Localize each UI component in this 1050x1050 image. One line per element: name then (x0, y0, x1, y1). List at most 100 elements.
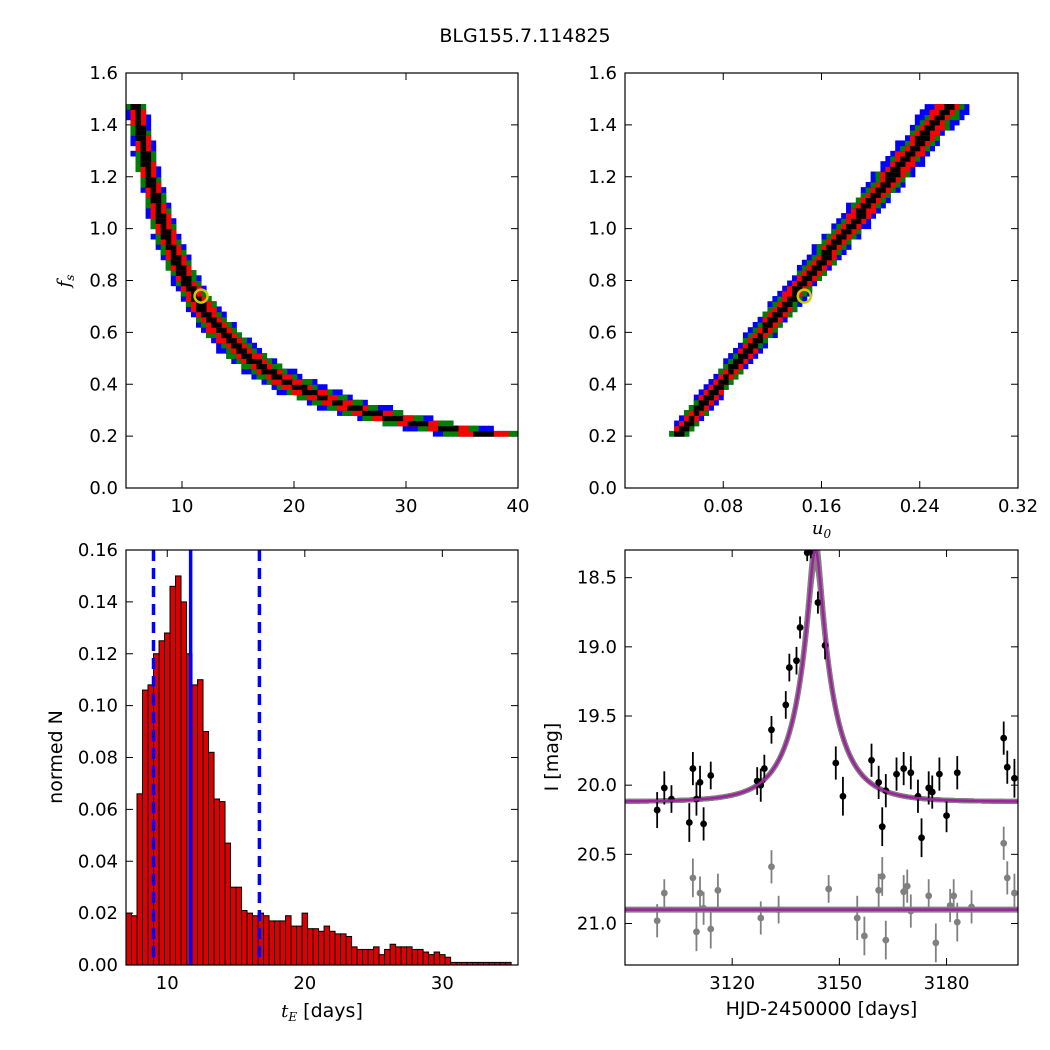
density-cell (939, 119, 945, 126)
density-cell (266, 358, 273, 364)
density-cell (196, 296, 202, 302)
density-cell (723, 363, 729, 370)
density-cell (211, 316, 217, 323)
x-axis-label-sub: E (287, 1010, 297, 1024)
density-cell (216, 347, 222, 354)
density-cell (261, 368, 268, 375)
density-cell (821, 264, 827, 271)
density-cell (826, 254, 832, 261)
density-cell (296, 389, 303, 396)
density-cell (196, 275, 202, 281)
density-cell (145, 202, 152, 209)
density-cell (206, 316, 212, 323)
density-cell (140, 187, 147, 193)
density-cell (322, 384, 328, 390)
density-cell (519, 431, 525, 437)
density-cell (900, 145, 906, 152)
density-cell (145, 166, 152, 173)
y-tick-label: 20.0 (577, 775, 617, 796)
density-cell (841, 213, 847, 219)
y-tick-label: 1.6 (89, 63, 118, 84)
density-cell (733, 358, 739, 364)
density-cell (145, 181, 152, 188)
density-cell (850, 213, 857, 219)
density-cell (772, 327, 778, 333)
density-cell (216, 306, 222, 313)
primary-data-point (936, 770, 943, 778)
primary-data-point (689, 765, 697, 772)
density-cell (836, 228, 842, 235)
histogram-bar (246, 912, 254, 965)
density-cell (850, 207, 857, 214)
histogram-bar (433, 951, 441, 965)
histogram-bar (301, 912, 309, 965)
density-cell (905, 171, 911, 178)
density-cell (493, 430, 499, 437)
density-cell (752, 327, 759, 333)
density-cell (821, 249, 827, 256)
density-cell (880, 187, 886, 193)
density-cell (787, 285, 793, 292)
density-cell (402, 425, 409, 432)
density-cell (286, 379, 293, 385)
plot-frame (624, 549, 1019, 966)
density-cell (870, 197, 877, 204)
density-cell (909, 156, 916, 162)
histogram-bar (318, 930, 325, 965)
density-cell (407, 425, 414, 432)
density-cell (377, 410, 383, 416)
density-cell (885, 192, 891, 198)
density-cell (900, 150, 906, 157)
density-cell (337, 399, 343, 406)
density-cell (155, 176, 162, 183)
density-cell (850, 228, 857, 235)
density-cell (777, 311, 783, 318)
density-cell (185, 270, 192, 276)
y-tick-label: 1.6 (588, 63, 617, 84)
density-cell (201, 327, 207, 333)
density-cell (905, 135, 911, 141)
density-cell (762, 342, 768, 349)
density-cell (909, 150, 916, 157)
histogram-bar (428, 954, 435, 965)
primary-data-point (907, 769, 915, 777)
density-cell (160, 197, 167, 204)
density-cell (792, 280, 798, 287)
density-cell (190, 311, 197, 318)
density-cell (196, 322, 202, 328)
density-cell (216, 316, 222, 323)
density-cell (180, 259, 187, 266)
density-cell (281, 389, 288, 396)
density-cell (865, 187, 872, 193)
secondary-data-point (882, 936, 890, 944)
density-cell (342, 399, 348, 406)
density-cell (796, 290, 803, 297)
density-cell (826, 249, 832, 256)
density-cell (939, 104, 945, 110)
density-cell (316, 394, 323, 401)
primary-data-point (782, 701, 790, 709)
density-cell (688, 405, 695, 411)
density-cell (693, 394, 700, 401)
density-cell (890, 150, 896, 157)
density-cell (296, 384, 303, 390)
density-cell (934, 124, 940, 131)
density-cell (392, 420, 399, 427)
density-cell (165, 239, 172, 245)
y-tick-label: 0.4 (588, 374, 617, 395)
density-cell (135, 124, 142, 131)
density-cell (306, 389, 313, 396)
secondary-data-point (853, 914, 861, 922)
density-cell (196, 285, 202, 292)
density-cell (900, 140, 906, 147)
secondary-data-point (693, 928, 700, 936)
histogram-bar (180, 601, 188, 965)
density-cell (276, 363, 283, 370)
density-cell (357, 415, 363, 422)
density-cell (762, 322, 768, 328)
density-cell (145, 156, 152, 162)
density-cell (160, 249, 167, 256)
density-cell (196, 311, 202, 318)
density-cell (478, 430, 484, 437)
histogram-bar (279, 920, 287, 965)
